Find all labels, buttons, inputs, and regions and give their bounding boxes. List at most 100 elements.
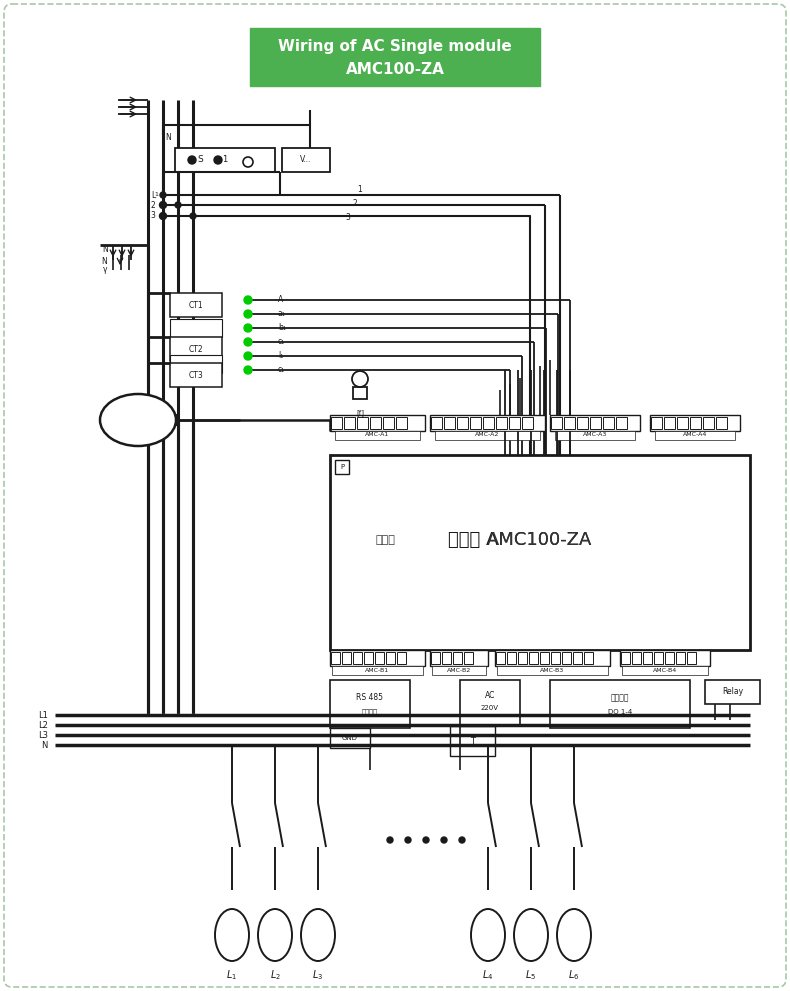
Text: c₁: c₁ xyxy=(278,365,285,374)
Text: AMC-B3: AMC-B3 xyxy=(540,668,564,673)
Circle shape xyxy=(387,837,393,843)
Bar xyxy=(170,337,222,361)
Text: b₁: b₁ xyxy=(278,322,286,332)
Text: AC: AC xyxy=(485,691,495,700)
Ellipse shape xyxy=(557,909,591,961)
Bar xyxy=(335,431,420,440)
Text: L: L xyxy=(151,190,155,199)
Text: S: S xyxy=(198,156,203,165)
Bar xyxy=(705,680,760,704)
Bar xyxy=(690,417,701,429)
Bar xyxy=(386,652,395,664)
Bar xyxy=(464,652,473,664)
Bar xyxy=(357,417,368,429)
Bar xyxy=(430,415,545,431)
Bar xyxy=(677,417,688,429)
Bar xyxy=(331,417,342,429)
Bar xyxy=(175,148,275,172)
Bar xyxy=(470,417,481,429)
Text: 2: 2 xyxy=(352,198,357,207)
Bar xyxy=(643,652,652,664)
Bar xyxy=(250,28,540,86)
Text: a₁: a₁ xyxy=(278,308,286,317)
Bar xyxy=(353,387,367,399)
Circle shape xyxy=(423,837,429,843)
Text: AMC-B1: AMC-B1 xyxy=(365,668,389,673)
Bar xyxy=(450,726,495,756)
Bar xyxy=(584,652,593,664)
Bar xyxy=(375,652,384,664)
Bar xyxy=(551,417,562,429)
Text: P: P xyxy=(340,464,344,470)
Bar xyxy=(616,417,627,429)
Circle shape xyxy=(244,296,252,304)
Text: 2: 2 xyxy=(150,200,155,209)
Bar xyxy=(342,652,351,664)
Text: AMC-A2: AMC-A2 xyxy=(475,432,499,437)
Bar xyxy=(435,431,540,440)
Bar xyxy=(331,652,340,664)
Bar xyxy=(551,652,560,664)
Bar xyxy=(396,417,407,429)
Bar xyxy=(573,652,582,664)
Circle shape xyxy=(244,352,252,360)
Bar xyxy=(330,455,750,650)
Ellipse shape xyxy=(301,909,335,961)
Bar xyxy=(370,417,381,429)
Bar xyxy=(577,417,588,429)
Text: l₁: l₁ xyxy=(278,351,284,360)
Bar xyxy=(650,415,740,431)
Bar xyxy=(495,650,610,666)
Text: L3: L3 xyxy=(38,730,48,739)
Circle shape xyxy=(405,837,411,843)
Bar xyxy=(353,652,362,664)
Text: γ: γ xyxy=(103,266,107,275)
Text: 1: 1 xyxy=(222,156,228,165)
Text: N: N xyxy=(42,740,48,749)
Text: $L_5$: $L_5$ xyxy=(525,968,536,982)
Bar xyxy=(590,417,601,429)
Bar xyxy=(460,680,520,725)
Bar xyxy=(383,417,394,429)
Bar xyxy=(168,415,178,425)
Bar xyxy=(170,293,222,317)
Bar xyxy=(654,652,663,664)
Text: Wiring of AC Single module: Wiring of AC Single module xyxy=(278,39,512,54)
Bar xyxy=(453,652,462,664)
Text: $L_3$: $L_3$ xyxy=(312,968,324,982)
Circle shape xyxy=(459,837,465,843)
Bar xyxy=(332,666,423,675)
Bar xyxy=(330,728,370,748)
Text: L2: L2 xyxy=(38,720,48,729)
Bar xyxy=(344,417,355,429)
Bar xyxy=(622,666,708,675)
Text: 1: 1 xyxy=(154,192,158,197)
Circle shape xyxy=(244,338,252,346)
Bar xyxy=(703,417,714,429)
Text: 中性线: 中性线 xyxy=(375,535,395,545)
Text: c₁: c₁ xyxy=(278,337,285,346)
Bar xyxy=(716,417,727,429)
Text: 220V: 220V xyxy=(481,705,499,711)
Text: [f]: [f] xyxy=(356,409,364,416)
Text: Relay: Relay xyxy=(722,688,743,697)
Circle shape xyxy=(160,212,167,219)
Bar xyxy=(651,417,662,429)
Ellipse shape xyxy=(471,909,505,961)
Text: 3: 3 xyxy=(150,211,155,221)
Bar xyxy=(330,650,425,666)
Text: V...: V... xyxy=(300,156,312,165)
Bar xyxy=(564,417,575,429)
Bar xyxy=(529,652,538,664)
Text: CT1: CT1 xyxy=(189,300,203,309)
Text: L1: L1 xyxy=(38,711,48,719)
Bar xyxy=(687,652,696,664)
Bar xyxy=(432,666,486,675)
Bar xyxy=(665,652,674,664)
Bar xyxy=(507,652,516,664)
Text: AMC-B2: AMC-B2 xyxy=(447,668,471,673)
Bar xyxy=(540,652,549,664)
Circle shape xyxy=(441,837,447,843)
Circle shape xyxy=(160,201,167,208)
Bar xyxy=(522,417,533,429)
